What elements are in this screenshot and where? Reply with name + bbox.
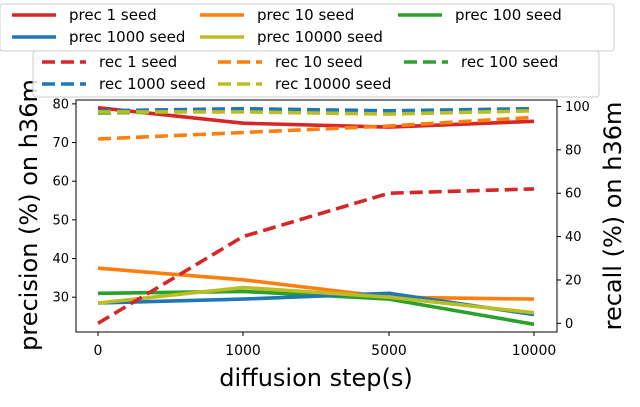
right-tick-label: 100 (565, 100, 590, 115)
x-axis-label: diffusion step(s) (219, 364, 413, 392)
left-tick-label: 30 (52, 291, 69, 306)
precision-line-prec-10-seed (97, 266, 535, 301)
left-tick-label: 50 (52, 213, 69, 228)
precision-legend-label: prec 1000 seed (69, 28, 185, 46)
x-tick-label: 5000 (371, 343, 407, 359)
right-tick-label: 40 (565, 230, 582, 245)
x-axis-ticks: 0 1000 5000 10000 (94, 332, 557, 359)
precision-legend-label: prec 1 seed (69, 6, 157, 24)
right-tick-label: 0 (565, 317, 573, 332)
precision-line-prec-10000-seed (97, 285, 535, 315)
left-tick-label: 80 (52, 97, 69, 112)
left-tick-label: 40 (52, 252, 69, 267)
right-tick-label: 80 (565, 143, 582, 158)
recall-legend-label: rec 10000 seed (275, 75, 391, 93)
recall-legend-box (32, 50, 600, 98)
right-axis-ticks: 0 20 40 60 80 100 (557, 100, 590, 332)
recall-line-rec-10000-seed (98, 109, 535, 116)
right-tick-label: 20 (565, 273, 582, 288)
recall-legend-label: rec 10 seed (275, 53, 363, 71)
recall-legend-label: rec 100 seed (461, 53, 558, 71)
left-axis-label: precision (%) on h36m (15, 79, 43, 351)
right-tick-label: 60 (565, 187, 582, 202)
recall-legend-label: rec 1 seed (99, 53, 177, 71)
precision-legend-label: prec 10000 seed (257, 28, 383, 46)
legend-recall: rec 1 seed rec 10 seed rec 100 seed rec 100… (32, 50, 600, 98)
series-lines (97, 105, 535, 327)
recall-line-rec-10-seed (97, 115, 535, 141)
x-tick-label: 1000 (225, 343, 261, 359)
left-axis-ticks: 30 40 50 60 70 80 (52, 97, 76, 306)
left-tick-label: 60 (52, 175, 69, 190)
recall-line-rec-1-seed (97, 187, 535, 325)
precision-legend-label: prec 100 seed (455, 6, 562, 24)
plot-frame (75, 99, 558, 333)
x-tick-label: 10000 (512, 343, 557, 359)
precision-line-prec-1-seed (97, 105, 535, 129)
x-tick-label: 0 (94, 343, 103, 359)
precision-legend-label: prec 10 seed (257, 6, 354, 24)
legend-precision: prec 1 seed prec 10 seed prec 100 seed prec… (0, 3, 615, 52)
right-axis-label: recall (%) on h36m (599, 102, 627, 331)
recall-line-rec-1000-seed (97, 106, 535, 113)
recall-legend-label: rec 1000 seed (99, 75, 206, 93)
left-tick-label: 70 (52, 136, 69, 151)
